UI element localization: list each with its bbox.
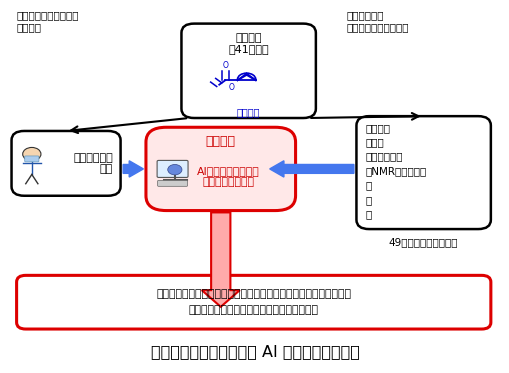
Text: ・分子量
・体積
・原子の電荷
・NMR化学シフト
・
・
・: ・分子量 ・体積 ・原子の電荷 ・NMR化学シフト ・ ・ ・ — [365, 123, 426, 219]
FancyBboxPatch shape — [17, 275, 490, 329]
Text: O: O — [222, 61, 228, 70]
Text: AIが入力データから
ルールを見つける: AIが入力データから ルールを見つける — [196, 166, 259, 187]
Text: 分子構造: 分子構造 — [237, 107, 260, 117]
FancyBboxPatch shape — [181, 23, 315, 118]
FancyBboxPatch shape — [24, 156, 39, 162]
Circle shape — [167, 164, 182, 175]
Circle shape — [22, 147, 41, 161]
Text: 図２．機械学習を用いた AI モデルの作成手順: 図２．機械学習を用いた AI モデルの作成手順 — [150, 344, 359, 359]
FancyBboxPatch shape — [157, 181, 187, 186]
Text: グラフト重合反応実験
（実測）: グラフト重合反応実験 （実測） — [17, 11, 79, 32]
FancyBboxPatch shape — [146, 127, 295, 211]
Text: 49種類のパラメーター: 49種類のパラメーター — [388, 237, 458, 247]
Text: 量子化学計算
（モノマーの数値化）: 量子化学計算 （モノマーの数値化） — [346, 11, 408, 32]
FancyBboxPatch shape — [157, 160, 188, 178]
FancyArrow shape — [269, 161, 353, 177]
Text: O: O — [228, 83, 234, 93]
FancyArrow shape — [123, 161, 143, 177]
Text: モノマー
（41種類）: モノマー （41種類） — [228, 33, 268, 54]
Text: 機械学習: 機械学習 — [205, 135, 235, 148]
Text: 重合反応率の
取得: 重合反応率の 取得 — [73, 153, 113, 174]
FancyBboxPatch shape — [356, 116, 490, 229]
FancyArrow shape — [202, 212, 239, 307]
Text: 未知モノマーの物性情報からグラフト重合反応率を瞬時に予測可能
グラフト重合反応の鍵となる物性情報の判明: 未知モノマーの物性情報からグラフト重合反応率を瞬時に予測可能 グラフト重合反応の… — [156, 289, 351, 315]
FancyBboxPatch shape — [12, 131, 120, 196]
